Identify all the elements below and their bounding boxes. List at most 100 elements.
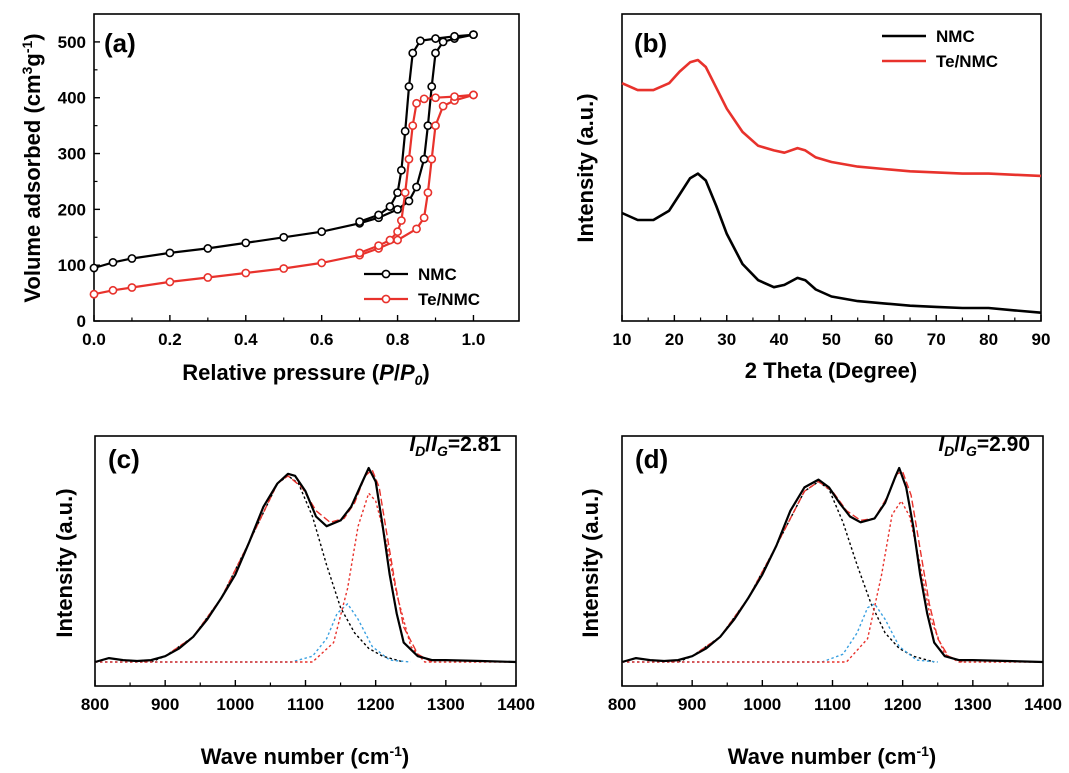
series-g-band-fit (95, 492, 516, 663)
x-tick-label: 900 (678, 695, 706, 714)
data-point (450, 92, 459, 102)
data-point (404, 196, 414, 206)
data-point (241, 238, 251, 248)
data-point (396, 216, 406, 225)
x-tick-label: 1400 (1024, 695, 1062, 714)
y-tick-label: 400 (58, 89, 86, 108)
data-point (469, 30, 478, 40)
panel-d: 800 900 1000 1100 1200 1300 1400 (d) (608, 435, 1062, 714)
data-point (393, 204, 402, 214)
data-point (165, 277, 175, 287)
x-tick-label: 0.0 (82, 330, 106, 349)
data-point (89, 289, 99, 299)
y-tick-label: 500 (58, 33, 86, 52)
data-point (374, 210, 383, 220)
series-d-band-fit (677, 480, 935, 663)
data-point (450, 31, 459, 41)
x-tick-label: 40 (770, 330, 789, 349)
data-point (423, 121, 433, 131)
y-tick-label: 300 (58, 145, 86, 164)
x-tick-label: 10 (613, 330, 632, 349)
data-point (419, 154, 429, 164)
legend-label: NMC (936, 27, 975, 46)
data-point (127, 283, 137, 292)
data-point (279, 232, 289, 242)
data-point (108, 257, 118, 267)
x-tick-label: 0.8 (386, 330, 410, 349)
plot-frame (94, 435, 517, 687)
y-axis-label: Volume adsorbed (cm3g-1) (19, 33, 45, 302)
x-tick-label: 70 (927, 330, 946, 349)
x-tick-label: 80 (979, 330, 998, 349)
data-point (317, 227, 327, 237)
legend-marker (381, 294, 391, 304)
x-tick-label: 90 (1032, 330, 1051, 349)
data-point (203, 244, 213, 253)
series-d-band-fit (150, 475, 404, 663)
data-point (438, 101, 448, 111)
data-point (408, 48, 418, 58)
adsorption-line (93, 33, 474, 270)
series-measured (94, 466, 517, 664)
data-point (355, 217, 365, 227)
x-axis-label: Wave number (cm-1) (201, 743, 409, 769)
data-point (412, 98, 421, 108)
x-tick-label: 1300 (954, 695, 992, 714)
data-point (165, 248, 175, 258)
data-point (396, 165, 406, 175)
data-point (241, 268, 251, 278)
data-point (400, 126, 410, 136)
x-tick-label: 0.2 (158, 330, 182, 349)
x-tick-label: 0.4 (234, 330, 258, 349)
data-point (385, 235, 395, 245)
series-measured (621, 466, 1044, 664)
data-point (412, 182, 421, 192)
x-axis-label: 2 Theta (Degree) (745, 358, 917, 383)
series-g-band-fit (622, 500, 1043, 663)
data-point (412, 224, 421, 234)
y-axis-label: Intensity (a.u.) (573, 93, 598, 242)
data-point (393, 235, 402, 245)
series-nmc (89, 30, 478, 273)
x-tick-label: 60 (874, 330, 893, 349)
x-tick-label: 1000 (216, 695, 254, 714)
x-tick-label: 1300 (427, 695, 465, 714)
panel-label: (b) (634, 28, 667, 58)
data-point (431, 48, 440, 58)
data-point (427, 82, 437, 91)
data-point (393, 227, 402, 237)
y-tick-label: 200 (58, 200, 86, 219)
data-point (203, 273, 213, 282)
plot-frame (93, 13, 520, 322)
x-axis-label: Wave number (cm-1) (728, 743, 936, 769)
series-band-fit-at-1160 (622, 603, 938, 663)
data-point (385, 202, 395, 211)
x-tick-label: 0.6 (310, 330, 334, 349)
x-tick-label: 50 (822, 330, 841, 349)
x-tick-label: 900 (151, 695, 179, 714)
legend-label: Te/NMC (418, 290, 480, 309)
y-axis-label: Intensity (a.u.) (52, 488, 77, 637)
y-axis-label: Intensity (a.u.) (578, 488, 603, 637)
data-point (419, 213, 429, 223)
data-point (431, 34, 440, 43)
x-tick-label: 800 (608, 695, 636, 714)
data-point (438, 37, 448, 47)
x-tick-label: 30 (717, 330, 736, 349)
panel-label: (a) (104, 28, 136, 58)
series-nmc (621, 172, 1042, 314)
data-point (127, 254, 137, 263)
data-point (400, 188, 410, 198)
data-point (419, 94, 429, 104)
data-point (404, 82, 414, 91)
panel-a: 0.0 0.2 0.4 0.6 0.8 1.0 0 100 200 300 400 500 (a) NMC… (58, 13, 520, 349)
panel-label: (d) (635, 444, 668, 474)
desorption-line (359, 33, 474, 223)
data-point (415, 36, 425, 46)
legend-label: NMC (418, 265, 457, 284)
data-point (469, 90, 478, 100)
y-tick-label: 100 (58, 256, 86, 275)
x-tick-label: 1200 (884, 695, 922, 714)
legend-marker (381, 269, 391, 279)
data-point (423, 188, 433, 198)
